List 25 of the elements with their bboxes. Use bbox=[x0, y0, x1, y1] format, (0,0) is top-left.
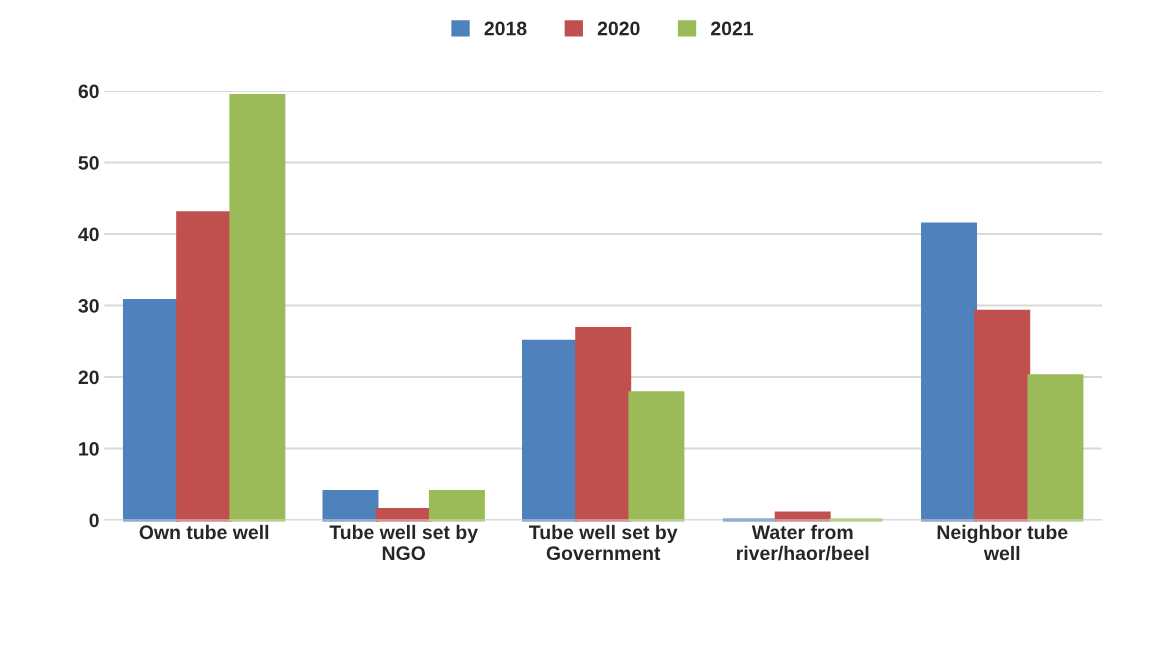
legend-label: 2021 bbox=[711, 21, 754, 36]
x-tick-label: Tube well set by Government bbox=[529, 524, 678, 561]
bar bbox=[974, 309, 1031, 522]
bar bbox=[229, 93, 286, 522]
bar bbox=[322, 490, 379, 522]
y-tick-label: 50 bbox=[78, 155, 99, 170]
y-tick-label: 10 bbox=[79, 441, 99, 456]
y-tick-label: 0 bbox=[89, 513, 99, 528]
y-tick-label: 30 bbox=[78, 298, 99, 313]
legend-label: 2020 bbox=[597, 21, 640, 36]
bar bbox=[1027, 374, 1084, 522]
bar bbox=[122, 299, 179, 522]
bar bbox=[522, 339, 578, 522]
x-tick-label: Neighbor tube well bbox=[937, 524, 1068, 561]
x-tick-label: Tube well set by NGO bbox=[329, 524, 478, 561]
y-tick-label: 40 bbox=[78, 227, 99, 242]
y-tick-label: 20 bbox=[78, 370, 99, 385]
x-tick-label: Water from river/haor/beel bbox=[737, 524, 869, 561]
bar bbox=[921, 222, 978, 522]
x-tick-label: Own tube well bbox=[139, 524, 269, 540]
bar bbox=[575, 326, 632, 522]
legend-label: 2018 bbox=[484, 21, 527, 36]
bar bbox=[628, 391, 685, 522]
y-tick-label: 60 bbox=[78, 84, 99, 99]
bar bbox=[428, 490, 485, 522]
